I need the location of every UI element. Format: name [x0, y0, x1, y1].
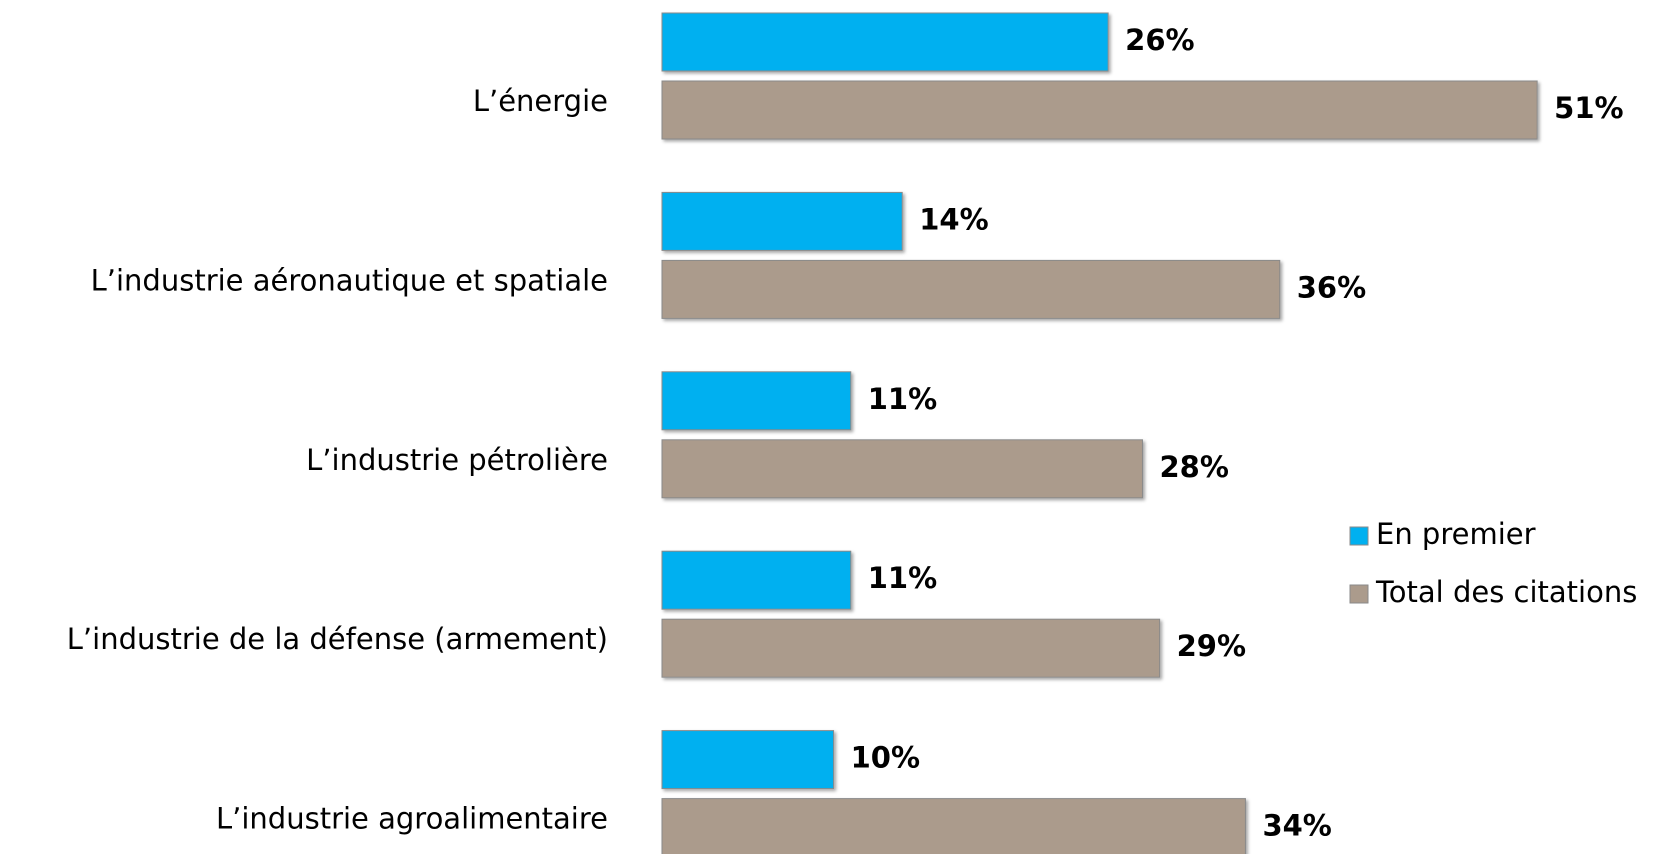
value-label: 26%	[1125, 23, 1194, 57]
bar	[661, 12, 1109, 72]
value-label: 11%	[868, 561, 937, 595]
category-label: L’industrie de la défense (armement)	[67, 622, 608, 656]
legend-swatch	[1349, 584, 1369, 604]
value-label: 14%	[919, 202, 988, 236]
bar	[661, 371, 852, 431]
legend-label: En premier	[1376, 517, 1536, 551]
bar	[661, 550, 852, 610]
legend-swatch	[1349, 526, 1369, 546]
bar	[661, 730, 835, 790]
bar	[661, 618, 1161, 678]
value-label: 29%	[1177, 629, 1246, 663]
value-label: 11%	[868, 382, 937, 416]
category-label: L’industrie pétrolière	[306, 443, 608, 477]
bar	[661, 798, 1246, 854]
value-label: 51%	[1554, 91, 1623, 125]
bar	[661, 191, 903, 251]
category-label: L’industrie aéronautique et spatiale	[91, 263, 608, 297]
value-label: 34%	[1262, 809, 1331, 843]
value-label: 10%	[851, 741, 920, 775]
category-label: L’énergie	[473, 84, 608, 118]
bar	[661, 259, 1281, 319]
legend-label: Total des citations	[1375, 575, 1637, 609]
value-label: 36%	[1297, 270, 1366, 304]
bar	[661, 80, 1538, 140]
value-label: 28%	[1159, 450, 1228, 484]
bar	[661, 439, 1143, 499]
category-label: L’industrie agroalimentaire	[216, 802, 608, 836]
